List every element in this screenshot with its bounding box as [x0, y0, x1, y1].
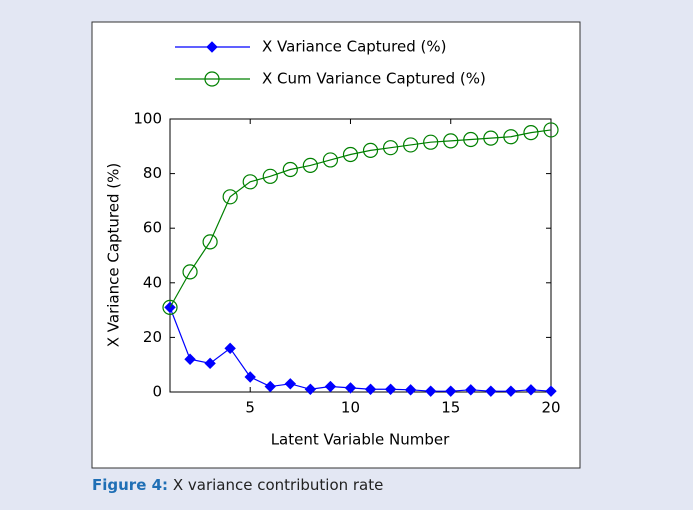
y-tick-label: 40 — [143, 273, 162, 291]
figure-box — [91, 21, 581, 469]
data-point — [523, 125, 539, 141]
data-point — [342, 146, 359, 163]
data-point — [284, 378, 297, 390]
data-point — [505, 385, 517, 397]
data-point — [483, 130, 499, 146]
series-line — [169, 129, 552, 308]
data-point — [445, 385, 457, 397]
legend-marker — [204, 71, 220, 87]
data-point — [344, 382, 357, 394]
y-tick-label: 60 — [143, 219, 162, 237]
legend-label: X Cum Variance Captured (%) — [262, 70, 486, 88]
data-point — [545, 385, 557, 397]
data-point — [244, 371, 256, 383]
legend-label: X Variance Captured (%) — [262, 38, 447, 56]
data-point — [362, 142, 379, 158]
data-point — [423, 134, 439, 150]
data-point — [503, 129, 519, 145]
data-point — [463, 131, 479, 148]
data-point — [322, 152, 339, 168]
data-point — [242, 174, 258, 190]
caption: Figure 4: X variance contribution rate — [92, 476, 383, 494]
x-tick-label: 10 — [341, 399, 360, 417]
chart: Latent Variable Number X Variance Captur… — [91, 21, 581, 469]
y-tick-label: 100 — [133, 110, 162, 128]
x-tick-label: 20 — [541, 399, 560, 417]
data-point — [543, 122, 559, 138]
data-point — [404, 384, 417, 396]
data-point — [424, 385, 437, 397]
caption-text: X variance contribution rate — [172, 476, 384, 494]
data-point — [262, 168, 278, 184]
y-tick-label: 20 — [143, 328, 162, 346]
plot-frame — [169, 118, 552, 393]
data-point — [384, 383, 397, 395]
data-point — [302, 157, 318, 174]
data-point — [162, 299, 178, 315]
data-point — [382, 140, 399, 156]
x-tick-label: 5 — [245, 399, 255, 417]
data-point — [324, 380, 337, 393]
data-point — [222, 189, 238, 205]
legend-marker — [206, 41, 218, 53]
data-point — [184, 353, 196, 365]
data-point — [264, 380, 276, 393]
data-point — [202, 234, 218, 250]
data-point — [204, 357, 216, 370]
x-axis-label: Latent Variable Number — [271, 431, 450, 449]
x-tick-label: 15 — [441, 399, 460, 417]
data-point — [304, 383, 317, 395]
y-tick-label: 80 — [143, 164, 162, 182]
data-point — [224, 342, 236, 355]
data-point — [403, 137, 419, 153]
data-point — [182, 264, 198, 280]
data-point — [465, 384, 477, 396]
y-axis-label: X Variance Captured (%) — [105, 163, 123, 348]
data-point — [525, 384, 537, 396]
caption-label: Figure 4: — [92, 476, 169, 494]
data-point — [282, 161, 298, 178]
data-point — [485, 385, 497, 397]
y-tick-label: 0 — [152, 383, 162, 401]
data-point — [364, 383, 377, 395]
data-point — [443, 133, 459, 149]
